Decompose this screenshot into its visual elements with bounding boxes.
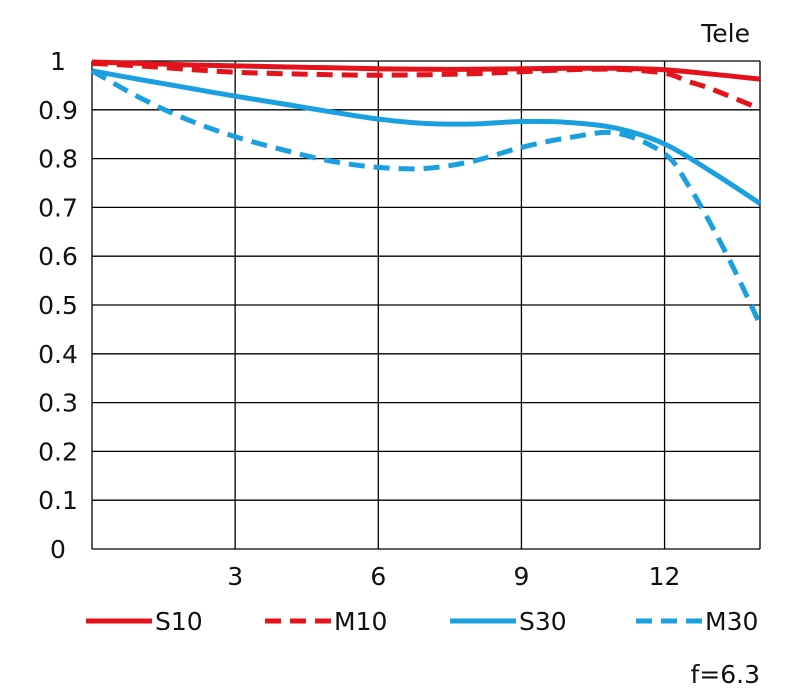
x-tick-label: 12 (649, 562, 681, 591)
x-tick-labels: 3 6 9 12 (227, 562, 680, 591)
series-line-m30 (90, 68, 763, 326)
y-tick-label: 0.1 (38, 486, 78, 515)
series-lines (90, 59, 763, 326)
legend-item-s10: S10 (86, 607, 203, 636)
legend-label: M10 (334, 607, 387, 636)
y-tick-label: 0.7 (38, 193, 78, 222)
y-tick-label: 0.9 (38, 96, 78, 125)
y-tick-label: 1 (50, 47, 66, 76)
series-line-s30 (91, 68, 762, 206)
y-tick-label: 0.2 (38, 437, 78, 466)
x-tick-label: 9 (513, 562, 529, 591)
legend-item-s30: S30 (450, 607, 567, 636)
y-tick-label: 0.3 (38, 389, 78, 418)
y-tick-label: 0.6 (38, 242, 78, 271)
grid (91, 60, 761, 550)
series-line-m10 (91, 60, 761, 112)
y-tick-label: 0.8 (38, 145, 78, 174)
legend-label: M30 (705, 607, 758, 636)
x-tick-label: 6 (370, 562, 386, 591)
y-tick-labels: 0 0.1 0.2 0.3 0.4 0.5 0.6 0.7 0.8 0.9 1 (38, 47, 78, 564)
y-tick-label: 0.4 (38, 340, 78, 369)
y-tick-label: 0.5 (38, 291, 78, 320)
corner-label: Tele (700, 19, 750, 48)
legend-label: S10 (155, 607, 203, 636)
legend-label: S30 (519, 607, 567, 636)
y-tick-label: 0 (50, 535, 66, 564)
footnote-label: f=6.3 (690, 660, 760, 689)
legend: S10 M10 S30 M30 (86, 607, 758, 636)
x-tick-label: 3 (227, 562, 243, 591)
legend-item-m30: M30 (636, 607, 758, 636)
legend-item-m10: M10 (265, 607, 387, 636)
